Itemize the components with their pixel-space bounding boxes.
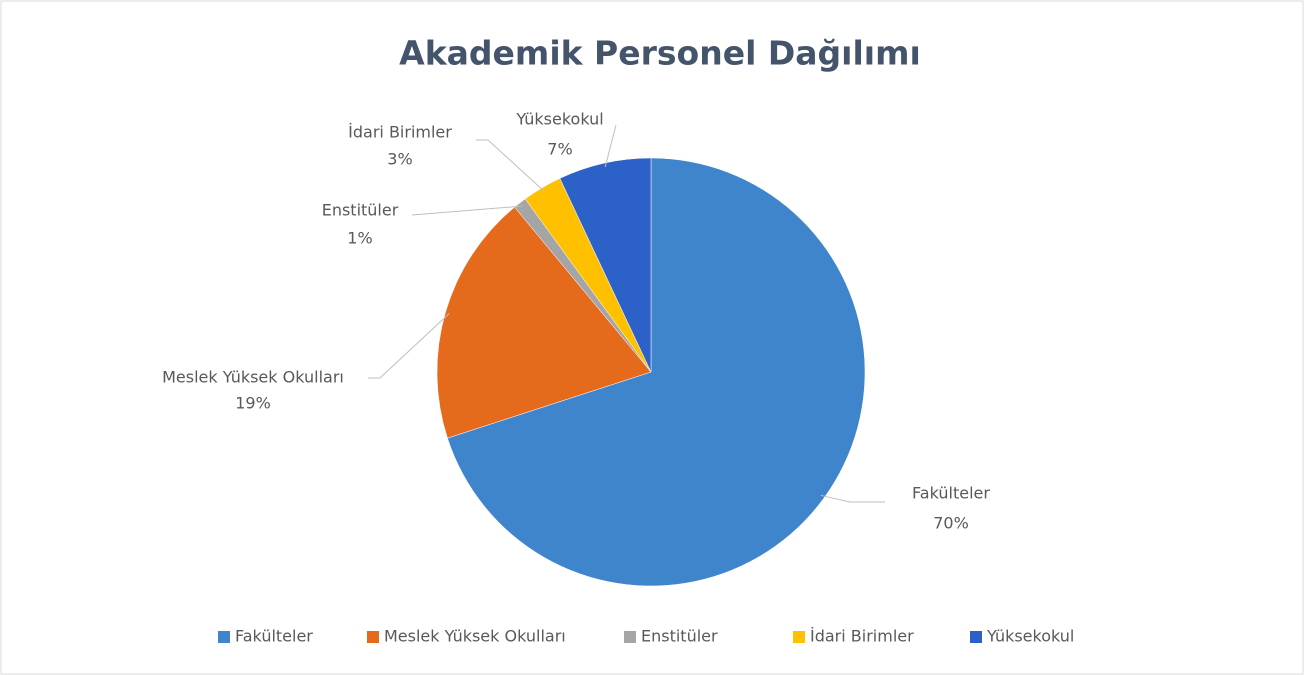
legend-label: Fakülteler xyxy=(235,627,313,646)
legend-swatch xyxy=(970,631,982,643)
leader-line xyxy=(604,124,617,168)
chart-title: Akademik Personel Dağılımı xyxy=(399,34,921,73)
data-label-name: İdari Birimler xyxy=(348,123,452,142)
pie-slice xyxy=(559,157,652,373)
legend-label: Yüksekokul xyxy=(986,627,1074,646)
legend-swatch xyxy=(367,631,379,643)
data-label-value: 19% xyxy=(235,394,271,413)
pie-slice xyxy=(447,157,866,587)
legend-label: Enstitüler xyxy=(641,627,718,646)
legend-swatch xyxy=(624,631,636,643)
data-label-value: 7% xyxy=(547,140,572,159)
data-label-value: 3% xyxy=(387,150,412,169)
data-label-name: Fakülteler xyxy=(912,484,990,503)
data-label-name: Enstitüler xyxy=(322,201,399,220)
leader-line xyxy=(411,205,523,216)
legend-swatch xyxy=(218,631,230,643)
leader-line xyxy=(476,139,545,192)
leader-line xyxy=(820,494,885,503)
legend-swatch xyxy=(793,631,805,643)
legend-label: Meslek Yüksek Okulları xyxy=(384,627,566,646)
legend-label: İdari Birimler xyxy=(810,627,914,646)
data-label-name: Yüksekokul xyxy=(515,110,603,129)
data-label-name: Meslek Yüksek Okulları xyxy=(162,368,344,387)
leader-line xyxy=(368,313,450,379)
data-label-value: 70% xyxy=(933,514,969,533)
data-label-value: 1% xyxy=(347,229,372,248)
pie-slice xyxy=(436,206,652,439)
